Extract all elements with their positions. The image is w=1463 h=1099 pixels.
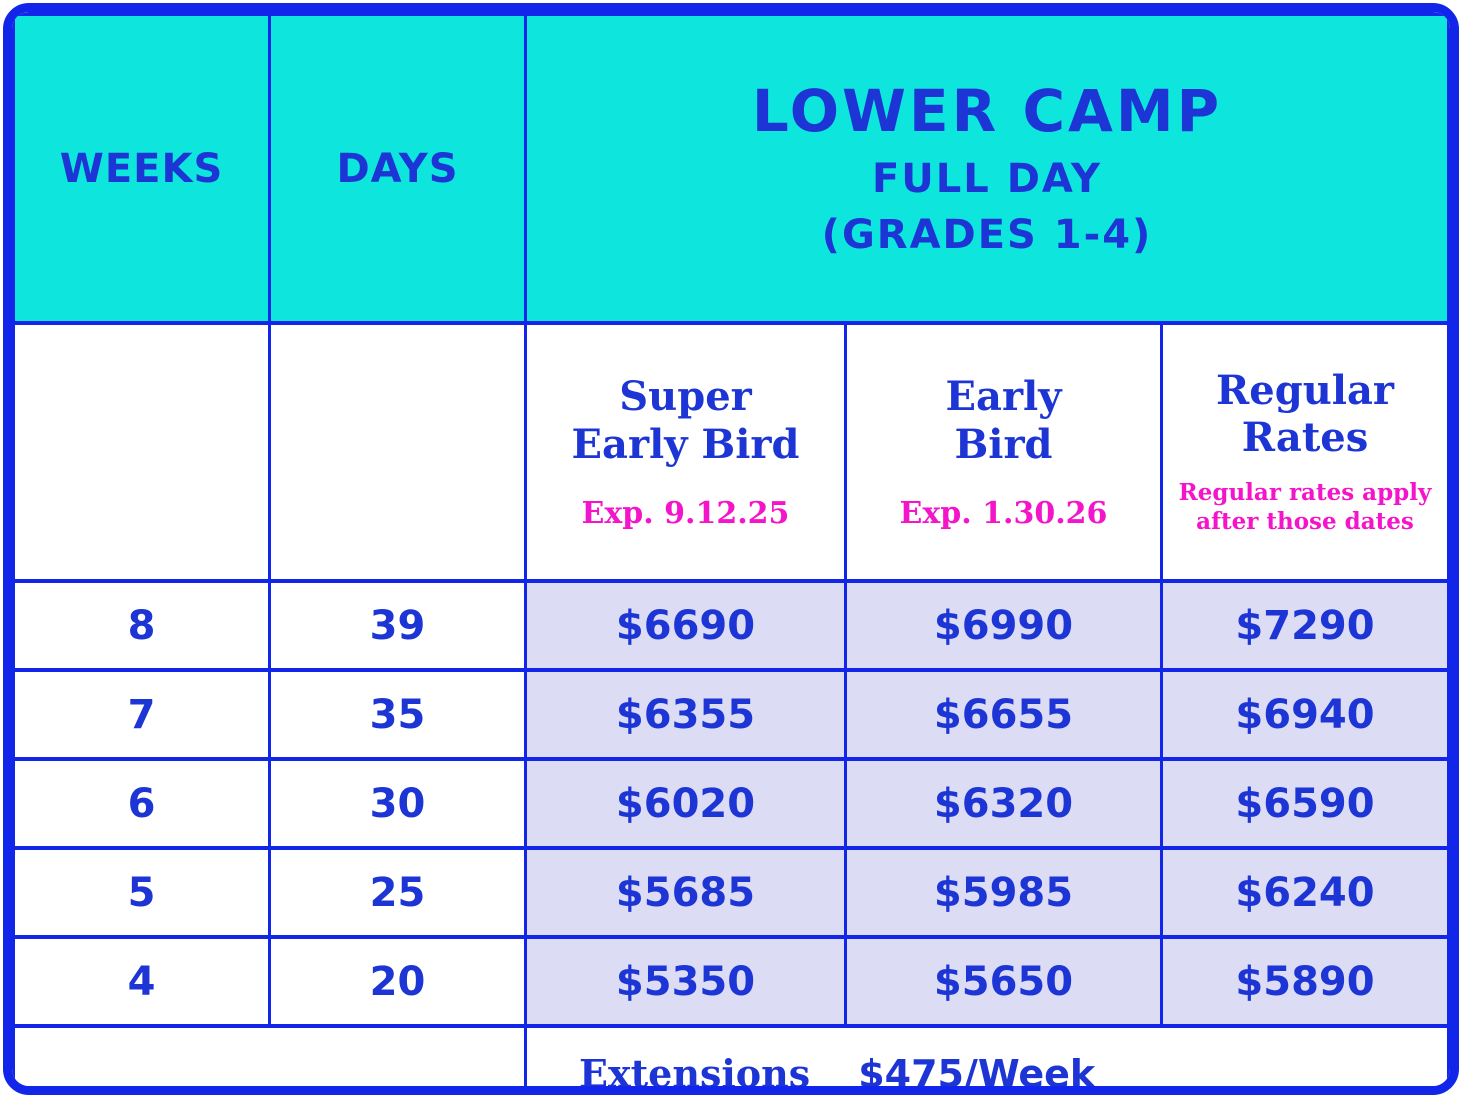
price-cell-regular: $7290 [1160, 579, 1450, 672]
super-early-bird-header-cell: Super Early Bird Exp. 9.12.25 [524, 321, 847, 583]
weeks-cell: 6 [12, 757, 271, 850]
weeks-cell: 5 [12, 846, 271, 939]
camp-title: LOWER CAMP [751, 76, 1223, 145]
rate-row: 7 35 $6355 $6655 $6940 [12, 668, 1450, 761]
camp-subtitle: FULL DAY [871, 156, 1102, 203]
rates-table: WEEKS DAYS LOWER CAMP FULL DAY (GRADES 1… [12, 12, 1450, 1095]
camp-title-cell: LOWER CAMP FULL DAY (GRADES 1-4) [524, 12, 1450, 325]
price-cell-super-early-bird: $6020 [524, 757, 847, 850]
footer-empty-cell [12, 1024, 527, 1086]
weeks-cell: 4 [12, 935, 271, 1028]
extensions-label: Extensions [579, 1050, 811, 1095]
extensions-cell: Extensions $475/Week [524, 1024, 1450, 1095]
days-cell: 39 [268, 579, 527, 672]
price-cell-regular: $6590 [1160, 757, 1450, 850]
price-cell-super-early-bird: $5685 [524, 846, 847, 939]
price-cell-early-bird: $5985 [844, 846, 1163, 939]
price-cell-early-bird: $6990 [844, 579, 1163, 672]
rates-table-frame: WEEKS DAYS LOWER CAMP FULL DAY (GRADES 1… [3, 3, 1459, 1095]
price-cell-regular: $6940 [1160, 668, 1450, 761]
regular-rates-header-cell: Regular Rates Regular rates apply after … [1160, 321, 1450, 583]
days-column-header: DAYS [268, 12, 527, 325]
extensions-row: Extensions $475/Week [12, 1024, 1450, 1095]
price-cell-super-early-bird: $6690 [524, 579, 847, 672]
super-early-bird-label-line1: Super [619, 373, 752, 421]
price-cell-early-bird: $6655 [844, 668, 1163, 761]
regular-rates-note: Regular rates apply after those dates [1178, 479, 1432, 536]
regular-rates-label-line1: Regular [1216, 367, 1394, 415]
early-bird-expiration-note: Exp. 1.30.26 [899, 495, 1108, 531]
price-cell-super-early-bird: $6355 [524, 668, 847, 761]
weeks-column-header: WEEKS [12, 12, 271, 325]
rate-row: 4 20 $5350 $5650 $5890 [12, 935, 1450, 1028]
empty-weeks-cell [12, 321, 271, 583]
super-early-bird-expiration-note: Exp. 9.12.25 [581, 495, 790, 531]
rate-row: 5 25 $5685 $5985 $6240 [12, 846, 1450, 939]
super-early-bird-label-line2: Early Bird [571, 420, 800, 468]
days-cell: 30 [268, 757, 527, 850]
days-cell: 35 [268, 668, 527, 761]
price-cell-early-bird: $6320 [844, 757, 1163, 850]
days-cell: 25 [268, 846, 527, 939]
early-bird-header-cell: Early Bird Exp. 1.30.26 [844, 321, 1163, 583]
regular-rates-label-line2: Rates [1241, 414, 1369, 462]
header-row: WEEKS DAYS LOWER CAMP FULL DAY (GRADES 1… [12, 12, 1450, 325]
days-cell: 20 [268, 935, 527, 1028]
camp-grades: (GRADES 1-4) [821, 212, 1153, 259]
weeks-cell: 7 [12, 668, 271, 761]
extensions-price: $475/Week [858, 1051, 1096, 1095]
rate-tier-header-row: Super Early Bird Exp. 9.12.25 Early Bird… [12, 321, 1450, 583]
price-cell-super-early-bird: $5350 [524, 935, 847, 1028]
weeks-cell: 8 [12, 579, 271, 672]
price-cell-regular: $5890 [1160, 935, 1450, 1028]
price-cell-early-bird: $5650 [844, 935, 1163, 1028]
rate-row: 8 39 $6690 $6990 $7290 [12, 579, 1450, 672]
rate-row: 6 30 $6020 $6320 $6590 [12, 757, 1450, 850]
early-bird-label-line2: Bird [954, 420, 1053, 468]
price-cell-regular: $6240 [1160, 846, 1450, 939]
early-bird-label-line1: Early [945, 373, 1062, 421]
empty-days-cell [268, 321, 527, 583]
